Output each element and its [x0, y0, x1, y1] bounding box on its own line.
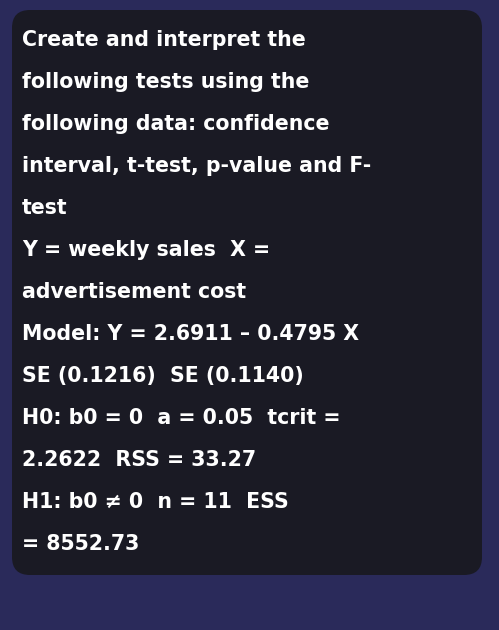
Text: advertisement cost: advertisement cost [22, 282, 246, 302]
Text: following data: confidence: following data: confidence [22, 114, 329, 134]
Text: Create and interpret the: Create and interpret the [22, 30, 306, 50]
FancyBboxPatch shape [12, 10, 482, 575]
Text: Y = weekly sales  X =: Y = weekly sales X = [22, 240, 270, 260]
Text: following tests using the: following tests using the [22, 72, 309, 92]
Text: H1: b0 ≠ 0  n = 11  ESS: H1: b0 ≠ 0 n = 11 ESS [22, 492, 289, 512]
Text: Model: Y = 2.6911 – 0.4795 X: Model: Y = 2.6911 – 0.4795 X [22, 324, 359, 344]
Text: test: test [22, 198, 68, 218]
Text: = 8552.73: = 8552.73 [22, 534, 139, 554]
Text: interval, t-test, p-value and F-: interval, t-test, p-value and F- [22, 156, 371, 176]
Text: 2.2622  RSS = 33.27: 2.2622 RSS = 33.27 [22, 450, 256, 470]
Text: SE (0.1216)  SE (0.1140): SE (0.1216) SE (0.1140) [22, 366, 304, 386]
Text: H0: b0 = 0  a = 0.05  tcrit =: H0: b0 = 0 a = 0.05 tcrit = [22, 408, 340, 428]
